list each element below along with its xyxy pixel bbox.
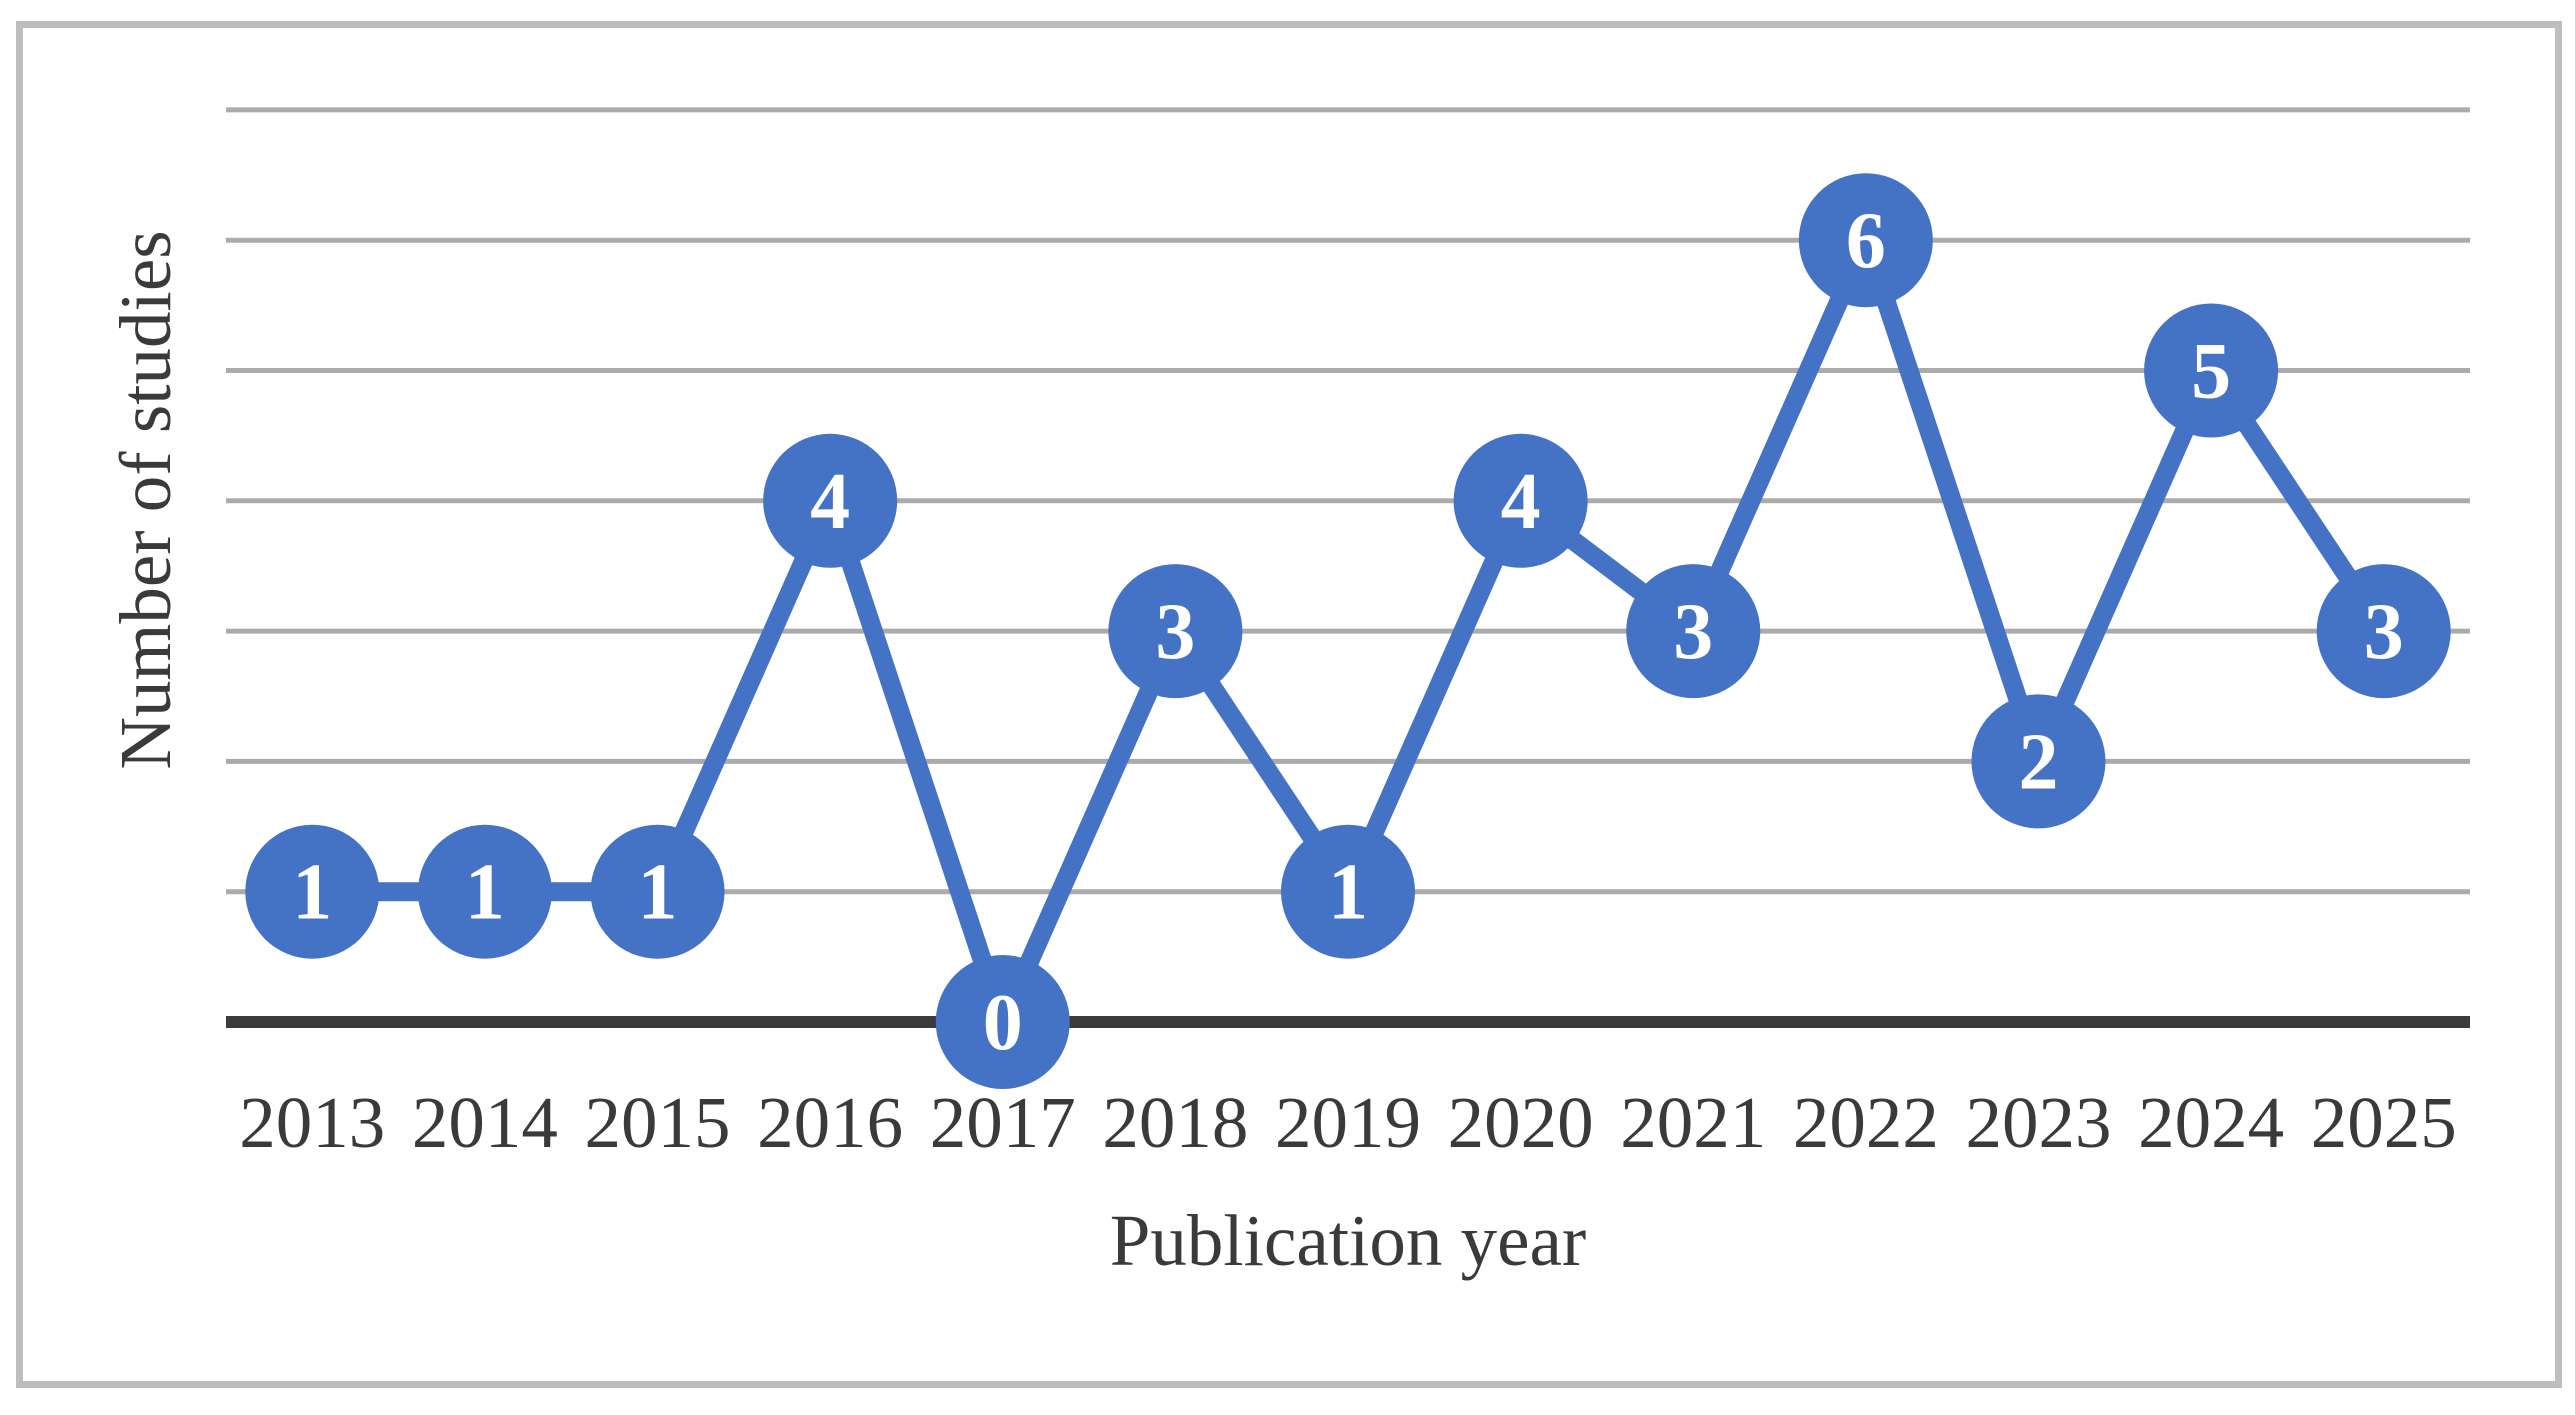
x-tick-label: 2015	[585, 1082, 731, 1163]
x-tick-label: 2019	[1275, 1082, 1421, 1163]
data-point-marker	[590, 824, 725, 959]
data-point-marker	[763, 433, 898, 568]
data-point-label: 1	[638, 849, 678, 937]
gridlines	[226, 107, 2470, 895]
data-point-marker	[1453, 433, 1588, 568]
x-tick-label: 2025	[2311, 1082, 2457, 1163]
data-point-label: 4	[1501, 458, 1541, 546]
data-point-label: 1	[465, 849, 505, 937]
x-tick-label: 2024	[2138, 1082, 2284, 1163]
data-point-label: 3	[1155, 588, 1195, 676]
data-point-label: 0	[983, 979, 1023, 1067]
data-point-label: 3	[2364, 588, 2404, 676]
data-point-markers	[245, 173, 2451, 1089]
data-point-marker	[2316, 564, 2451, 699]
figure-border	[16, 21, 2562, 1388]
data-point-marker	[2144, 303, 2279, 438]
x-tick-label: 2013	[239, 1082, 385, 1163]
data-point-marker	[1798, 173, 1933, 308]
data-point-marker	[417, 824, 552, 959]
x-tick-label: 2020	[1448, 1082, 1594, 1163]
y-axis-title: Number of studies	[105, 230, 186, 769]
x-tick-label: 2022	[1793, 1082, 1939, 1163]
data-point-label: 4	[810, 458, 850, 546]
data-point-label: 3	[1673, 588, 1713, 676]
x-tick-label: 2018	[1102, 1082, 1248, 1163]
data-point-marker	[1971, 694, 2106, 829]
data-point-label: 1	[1328, 849, 1368, 937]
data-point-marker	[1626, 564, 1761, 699]
data-point-marker	[935, 955, 1070, 1089]
x-tick-label: 2016	[757, 1082, 903, 1163]
data-point-marker	[1108, 564, 1243, 699]
x-tick-label: 2023	[1965, 1082, 2111, 1163]
data-point-label: 6	[1846, 197, 1886, 285]
x-tick-label: 2021	[1620, 1082, 1766, 1163]
x-axis-title: Publication year	[1110, 1200, 1586, 1281]
data-point-label: 1	[292, 849, 332, 937]
x-tick-labels: 2013 2014 2015 2016 2017 2018 2019 2020 2021 2022…	[239, 1082, 2456, 1163]
data-point-marker	[1281, 824, 1415, 959]
x-tick-label: 2014	[412, 1082, 558, 1163]
data-point-label: 5	[2191, 328, 2231, 416]
data-point-label: 2	[2018, 718, 2058, 806]
data-point-labels: 1 1 1 4 0 3 1 4 3 6 2 5 3	[292, 197, 2403, 1067]
x-tick-label: 2017	[930, 1082, 1076, 1163]
data-point-marker	[245, 824, 380, 959]
